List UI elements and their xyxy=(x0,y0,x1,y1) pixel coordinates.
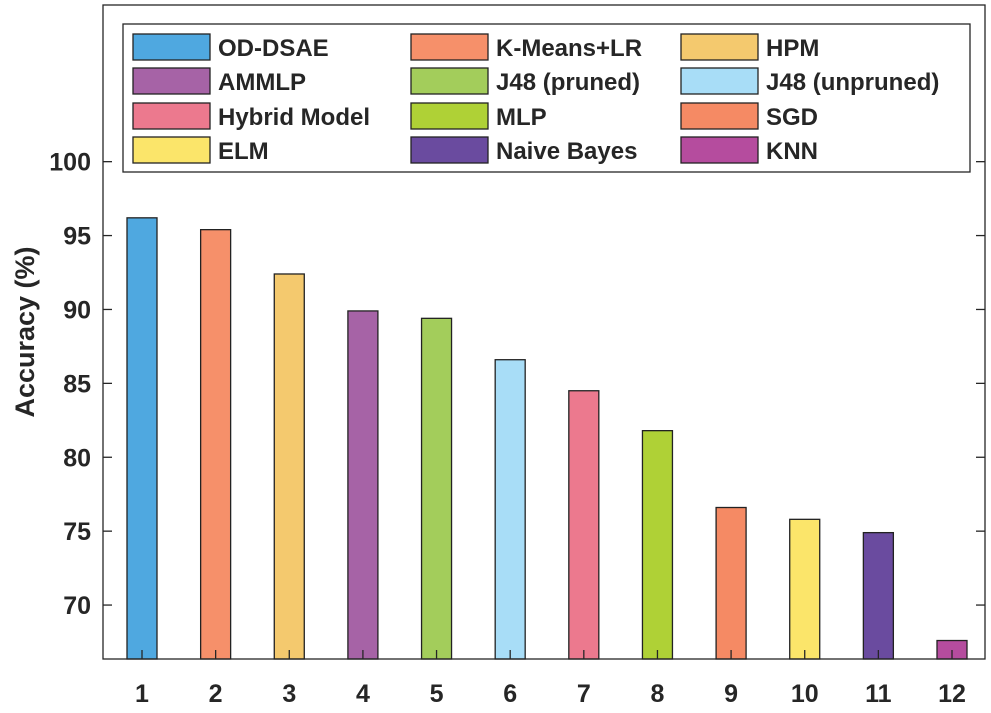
bar-2 xyxy=(199,229,232,660)
legend-label: K-Means+LR xyxy=(496,35,642,62)
x-tick-label: 12 xyxy=(938,680,966,708)
legend-swatch xyxy=(410,102,489,130)
y-tick-label: 90 xyxy=(63,296,91,324)
bar-1 xyxy=(126,217,158,660)
y-tick-label: 95 xyxy=(63,223,91,251)
legend: OD-DSAE K-Means+LR HPM AMMLP J48 (pruned) J48… xyxy=(122,23,971,173)
legend-swatch xyxy=(680,102,759,130)
legend-label: J48 (unpruned) xyxy=(766,69,939,96)
x-tick-label: 9 xyxy=(724,680,738,708)
legend-swatch xyxy=(680,67,759,95)
legend-swatch xyxy=(680,33,759,61)
y-tick-label: 70 xyxy=(63,592,91,620)
y-tick-label: 85 xyxy=(63,370,91,398)
legend-swatch xyxy=(132,33,211,61)
legend-swatch xyxy=(132,102,211,130)
x-tick-label: 3 xyxy=(282,680,296,708)
y-tick-label: 75 xyxy=(63,518,91,546)
x-tick-label: 11 xyxy=(865,680,892,708)
legend-label: KNN xyxy=(766,138,818,165)
legend-label: ELM xyxy=(218,138,269,165)
x-tick-label: 1 xyxy=(135,680,149,708)
legend-swatch xyxy=(410,67,489,95)
bar-11 xyxy=(862,531,895,660)
y-tick-label: 100 xyxy=(49,149,91,177)
bar-8 xyxy=(641,430,674,660)
x-tick-label: 2 xyxy=(209,680,223,708)
y-axis-label: Accuracy (%) xyxy=(10,246,40,417)
legend-swatch xyxy=(132,136,211,164)
y-tick-label: 80 xyxy=(63,444,91,472)
bar-7 xyxy=(568,390,600,660)
legend-label: OD-DSAE xyxy=(218,35,329,62)
legend-label: HPM xyxy=(766,35,819,62)
legend-swatch xyxy=(132,67,211,95)
legend-label: MLP xyxy=(496,104,547,131)
x-tick-label: 5 xyxy=(430,680,444,708)
bar-10 xyxy=(789,518,821,660)
bar-9 xyxy=(715,506,747,660)
legend-label: Hybrid Model xyxy=(218,104,370,131)
bar-3 xyxy=(273,273,305,660)
legend-label: SGD xyxy=(766,104,818,131)
legend-box xyxy=(122,23,971,173)
legend-swatch xyxy=(410,136,489,164)
x-tick-label: 10 xyxy=(791,680,819,708)
plot-frame xyxy=(102,4,986,660)
x-tick-label: 4 xyxy=(356,680,370,708)
legend-swatch xyxy=(680,136,759,164)
legend-label: J48 (pruned) xyxy=(496,69,640,96)
bar-6 xyxy=(494,359,526,660)
x-tick-label: 7 xyxy=(577,680,591,708)
bar-4 xyxy=(347,310,379,660)
x-tick-label: 8 xyxy=(651,680,665,708)
legend-swatch xyxy=(410,33,489,61)
bar-5 xyxy=(420,317,453,660)
x-tick-label: 6 xyxy=(503,680,517,708)
legend-label: AMMLP xyxy=(218,69,306,96)
legend-label: Naive Bayes xyxy=(496,138,637,165)
